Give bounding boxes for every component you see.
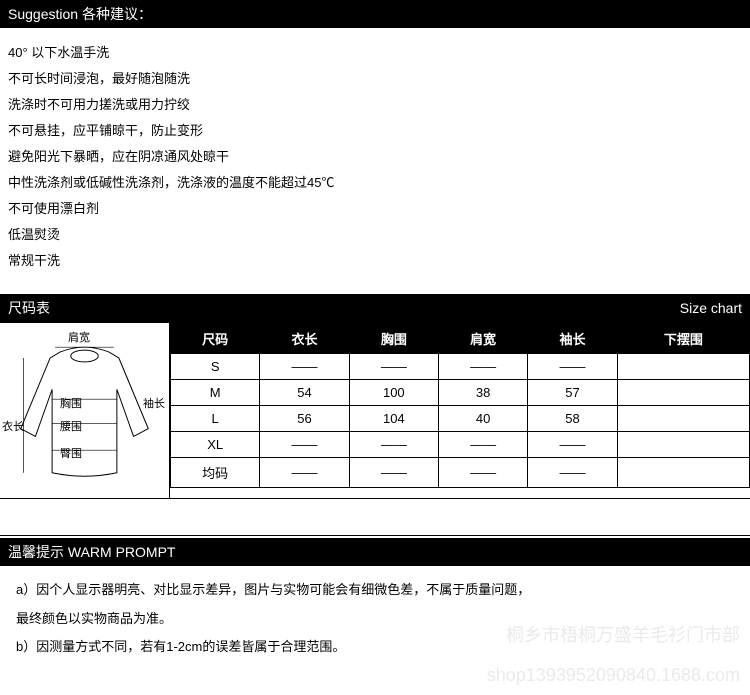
suggestion-item: 不可悬挂，应平铺晾干，防止变形	[8, 118, 742, 144]
table-cell: 40	[438, 406, 527, 432]
table-header: 袖长	[528, 324, 617, 354]
watermark-line2: shop1393952090840.1688.com	[487, 656, 740, 695]
suggestion-item: 40° 以下水温手洗	[8, 40, 742, 66]
table-cell: ——	[260, 458, 349, 488]
table-cell: S	[171, 354, 260, 380]
table-cell: ——	[528, 458, 617, 488]
table-cell: ——	[438, 458, 527, 488]
garment-svg	[6, 329, 163, 489]
table-cell: ——	[528, 432, 617, 458]
table-cell: ——	[349, 458, 438, 488]
table-cell: 均码	[171, 458, 260, 488]
table-header: 下摆围	[617, 324, 749, 354]
watermark: 桐乡市梧桐万盛羊毛衫门市部 shop1393952090840.1688.com	[487, 616, 740, 695]
suggestion-item: 洗涤时不可用力搓洗或用力拧绞	[8, 92, 742, 118]
label-waist: 腰围	[60, 418, 82, 434]
size-table-wrapper: 尺码衣长胸围肩宽袖长下摆围 S————————M541003857L561044…	[170, 323, 750, 498]
suggestions-list: 40° 以下水温手洗不可长时间浸泡，最好随泡随洗洗涤时不可用力搓洗或用力拧绞不可…	[0, 28, 750, 294]
suggestion-item: 常规干洗	[8, 248, 742, 274]
garment-diagram: 肩宽 胸围 袖长 衣长 腰围 臀围	[0, 323, 170, 498]
table-cell: ——	[528, 354, 617, 380]
label-bust: 胸围	[60, 395, 82, 411]
table-cell: M	[171, 380, 260, 406]
table-cell: ——	[349, 432, 438, 458]
size-chart-right: Size chart	[680, 300, 742, 316]
table-header: 肩宽	[438, 324, 527, 354]
table-cell: L	[171, 406, 260, 432]
table-cell: 58	[528, 406, 617, 432]
table-cell: 100	[349, 380, 438, 406]
table-cell: 38	[438, 380, 527, 406]
table-cell	[617, 458, 749, 488]
table-cell: 104	[349, 406, 438, 432]
warm-prompt-header: 温馨提示 WARM PROMPT	[0, 538, 750, 566]
warm-prompt-body: a）因个人显示器明亮、对比显示差异，图片与实物可能会有细微色差，不属于质量问题，…	[0, 566, 750, 682]
table-header: 衣长	[260, 324, 349, 354]
label-length: 衣长	[2, 418, 24, 434]
suggestion-header: Suggestion 各种建议：	[0, 0, 750, 28]
watermark-line1: 桐乡市梧桐万盛羊毛衫门市部	[487, 616, 740, 656]
table-cell: ——	[260, 354, 349, 380]
suggestion-item: 不可使用漂白剂	[8, 196, 742, 222]
table-row: S————————	[171, 354, 750, 380]
table-cell: ——	[349, 354, 438, 380]
size-chart-header: 尺码表 Size chart	[0, 294, 750, 322]
table-cell	[617, 406, 749, 432]
suggestion-item: 低温熨烫	[8, 222, 742, 248]
suggestion-item: 不可长时间浸泡，最好随泡随洗	[8, 66, 742, 92]
size-section: 肩宽 胸围 袖长 衣长 腰围 臀围 尺码衣长胸围肩宽袖长下摆围 S———————…	[0, 322, 750, 499]
table-cell: 57	[528, 380, 617, 406]
suggestion-title: Suggestion 各种建议：	[8, 4, 152, 24]
label-shoulder: 肩宽	[68, 329, 90, 345]
suggestion-item: 中性洗涤剂或低碱性洗涤剂，洗涤液的温度不能超过45℃	[8, 170, 742, 196]
table-row: XL————————	[171, 432, 750, 458]
table-cell	[617, 354, 749, 380]
warm-prompt-line: a）因个人显示器明亮、对比显示差异，图片与实物可能会有细微色差，不属于质量问题，	[16, 576, 734, 605]
suggestion-item: 避免阳光下暴晒，应在阴凉通风处晾干	[8, 144, 742, 170]
table-cell: 56	[260, 406, 349, 432]
size-table: 尺码衣长胸围肩宽袖长下摆围 S————————M541003857L561044…	[170, 323, 750, 488]
table-cell: ——	[438, 432, 527, 458]
table-header: 胸围	[349, 324, 438, 354]
table-row: L561044058	[171, 406, 750, 432]
table-cell	[617, 432, 749, 458]
table-cell	[617, 380, 749, 406]
warm-prompt-title: 温馨提示 WARM PROMPT	[8, 542, 175, 562]
table-row: 均码————————	[171, 458, 750, 488]
table-row: M541003857	[171, 380, 750, 406]
table-cell: XL	[171, 432, 260, 458]
size-chart-left: 尺码表	[8, 298, 50, 318]
divider	[0, 535, 750, 536]
table-cell: 54	[260, 380, 349, 406]
table-cell: ——	[260, 432, 349, 458]
table-cell: ——	[438, 354, 527, 380]
label-sleeve: 袖长	[143, 395, 165, 411]
table-header: 尺码	[171, 324, 260, 354]
label-hip: 臀围	[60, 445, 82, 461]
